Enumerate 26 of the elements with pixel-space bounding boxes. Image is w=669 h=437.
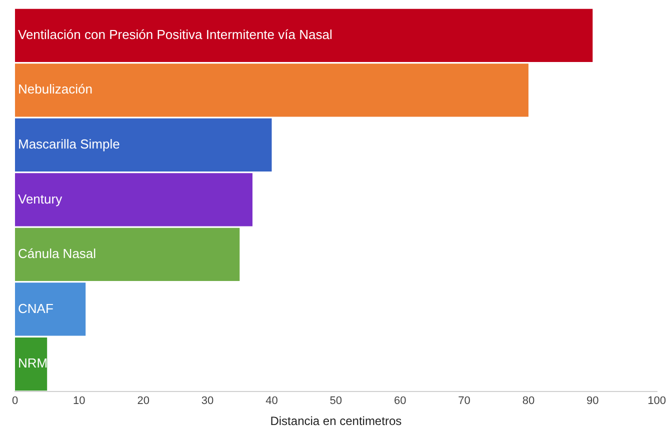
y-tick-label: CNAF	[18, 300, 54, 316]
x-axis-title: Distancia en centimetros	[270, 414, 402, 428]
y-tick-label: Ventilación con Presión Positiva Intermitente vía Nasal	[18, 26, 332, 42]
y-tick-label: Cánula Nasal	[18, 246, 96, 262]
bar	[15, 8, 593, 62]
x-tick-label: 100	[648, 395, 666, 408]
bar	[15, 173, 252, 226]
x-tick-label: 80	[522, 395, 535, 408]
bar	[15, 282, 86, 336]
bar	[15, 118, 272, 172]
y-tick-label: NRM	[18, 356, 48, 371]
bar	[15, 64, 528, 117]
x-tick-label: 10	[73, 395, 86, 408]
x-tick-label: 20	[137, 395, 150, 408]
y-tick-label: Ventury	[18, 191, 63, 206]
bar	[15, 337, 48, 391]
x-tick-label: 70	[458, 395, 470, 408]
x-tick-label: 50	[330, 395, 342, 408]
x-tick-label: 30	[201, 395, 214, 408]
x-tick-label: 0	[12, 395, 18, 408]
x-tick-label: 90	[586, 395, 599, 408]
x-tick-label: 40	[266, 395, 278, 408]
y-tick-label: Mascarilla Simple	[18, 136, 120, 152]
x-tick-label: 60	[394, 395, 406, 408]
bar	[15, 228, 240, 282]
y-tick-label: Nebulización	[18, 82, 92, 97]
